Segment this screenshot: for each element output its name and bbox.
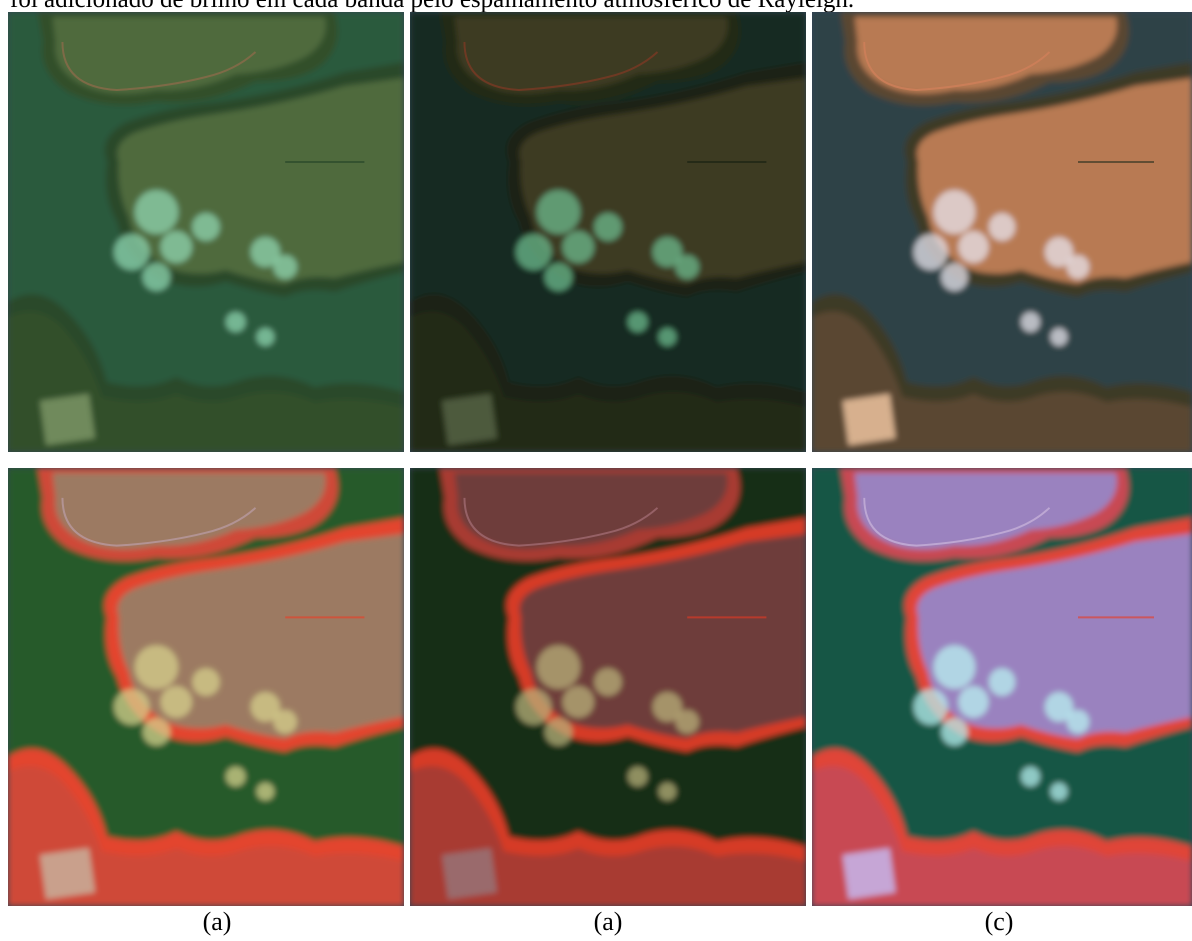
caption-a-left: (a) xyxy=(202,907,232,936)
dirt-track xyxy=(463,497,659,547)
dirt-track xyxy=(863,41,1051,92)
square-plot xyxy=(39,847,96,900)
scene-svg xyxy=(812,468,1192,906)
scene-svg xyxy=(812,12,1192,452)
scene-svg xyxy=(410,12,806,452)
square-plot xyxy=(39,393,96,446)
dirt-track xyxy=(463,41,659,92)
scene-svg xyxy=(410,468,806,906)
satellite-image-true-color-1 xyxy=(8,12,404,452)
dirt-track xyxy=(863,497,1051,547)
caption-c-right: (c) xyxy=(984,907,1014,936)
scene-svg xyxy=(8,468,404,906)
dirt-track xyxy=(61,41,257,92)
square-plot xyxy=(441,847,498,900)
dirt-track xyxy=(61,497,257,547)
satellite-image-false-color-3 xyxy=(812,468,1192,906)
square-plot xyxy=(441,393,498,446)
satellite-image-true-color-3 xyxy=(812,12,1192,452)
body-text-line: foi adicionado de brilho em cada banda p… xyxy=(10,0,1190,12)
square-plot xyxy=(842,847,896,900)
square-plot xyxy=(842,393,896,446)
satellite-image-true-color-2 xyxy=(410,12,806,452)
scene-svg xyxy=(8,12,404,452)
satellite-image-false-color-2 xyxy=(410,468,806,906)
caption-a-middle: (a) xyxy=(593,907,623,936)
satellite-image-false-color-1 xyxy=(8,468,404,906)
